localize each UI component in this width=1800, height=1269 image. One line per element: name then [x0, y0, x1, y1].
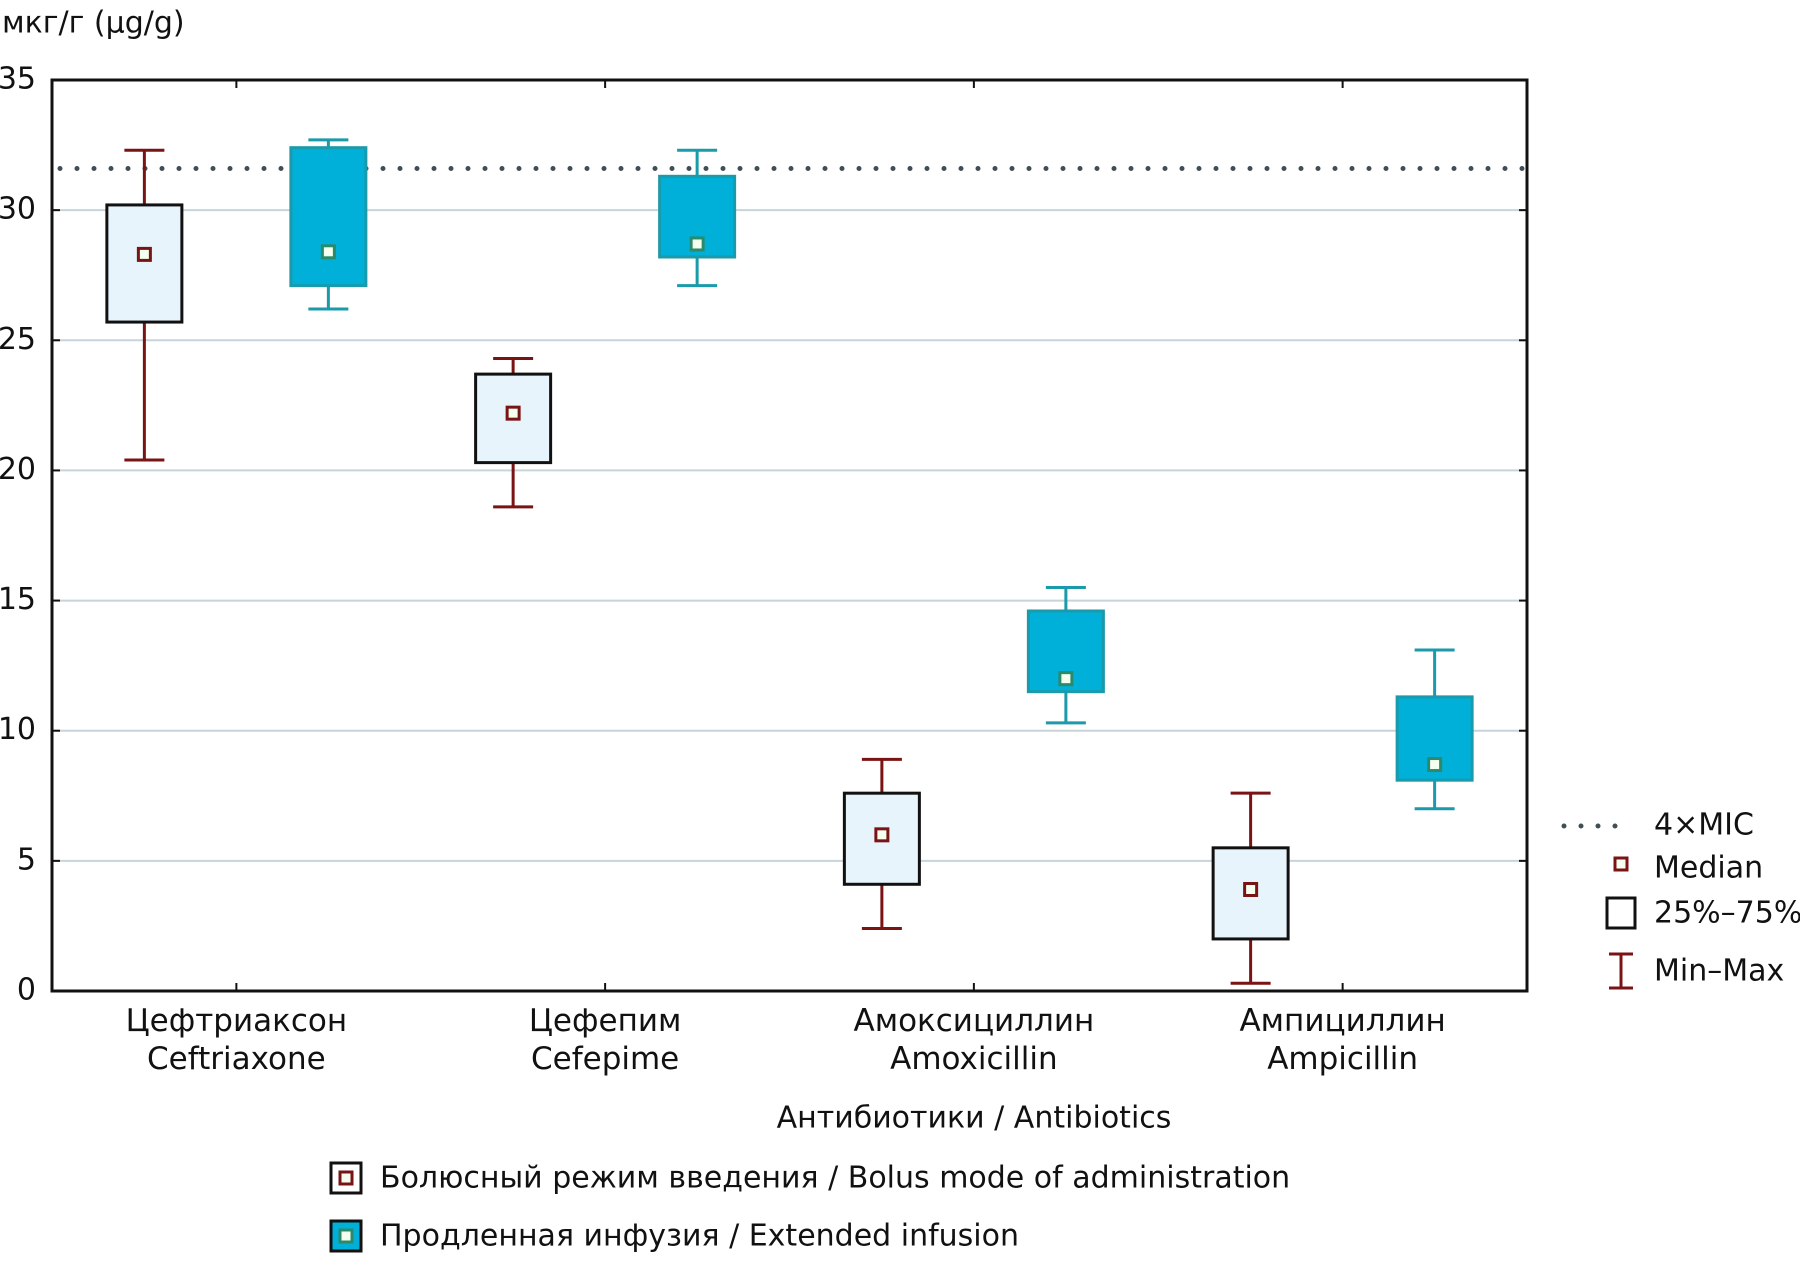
legend-label: Median [1654, 851, 1763, 886]
x-tick-label: Цефтриаксон Ceftriaxone [125, 1003, 348, 1077]
median-marker [505, 405, 521, 421]
box [105, 203, 184, 324]
y-tick-label: 15 [0, 582, 36, 617]
median-marker [689, 236, 705, 252]
y-tick-label: 25 [0, 322, 36, 357]
legend-label: 4×MIC [1654, 808, 1754, 843]
y-tick-label: 10 [0, 712, 36, 747]
y-axis-label: мкг/г (µg/g) [2, 6, 185, 41]
x-tick-label: Амоксициллин Amoxicillin [853, 1003, 1095, 1077]
legend-symbol [1613, 856, 1629, 872]
plot-frame [50, 78, 1529, 993]
legend-label: 25%–75% [1654, 896, 1800, 931]
median-marker [874, 827, 890, 843]
x-tick-label: Цефепим Cefepime [528, 1003, 682, 1077]
y-tick-label: 0 [17, 973, 36, 1008]
legend-symbol [338, 1170, 354, 1186]
y-tick-label: 20 [0, 452, 36, 487]
legend-label: Min–Max [1654, 954, 1784, 989]
x-axis-label: Антибиотики / Antibiotics [777, 1101, 1172, 1136]
legend-label: Болюсный режим введения / Bolus mode of … [380, 1161, 1290, 1196]
y-tick-label: 35 [0, 62, 36, 97]
median-marker [1427, 757, 1443, 773]
x-tick-label: Ампициллин Ampicillin [1239, 1003, 1446, 1077]
median-marker [320, 244, 336, 260]
legend-symbol [329, 1219, 363, 1253]
y-tick-label: 30 [0, 192, 36, 227]
legend-symbol [338, 1228, 354, 1244]
legend-label: Продленная инфузия / Extended infusion [380, 1219, 1019, 1254]
median-marker [136, 246, 152, 262]
median-marker [1243, 881, 1259, 897]
box [289, 146, 368, 288]
legend-symbol [1605, 896, 1637, 930]
y-tick-label: 5 [17, 842, 36, 877]
median-marker [1058, 671, 1074, 687]
